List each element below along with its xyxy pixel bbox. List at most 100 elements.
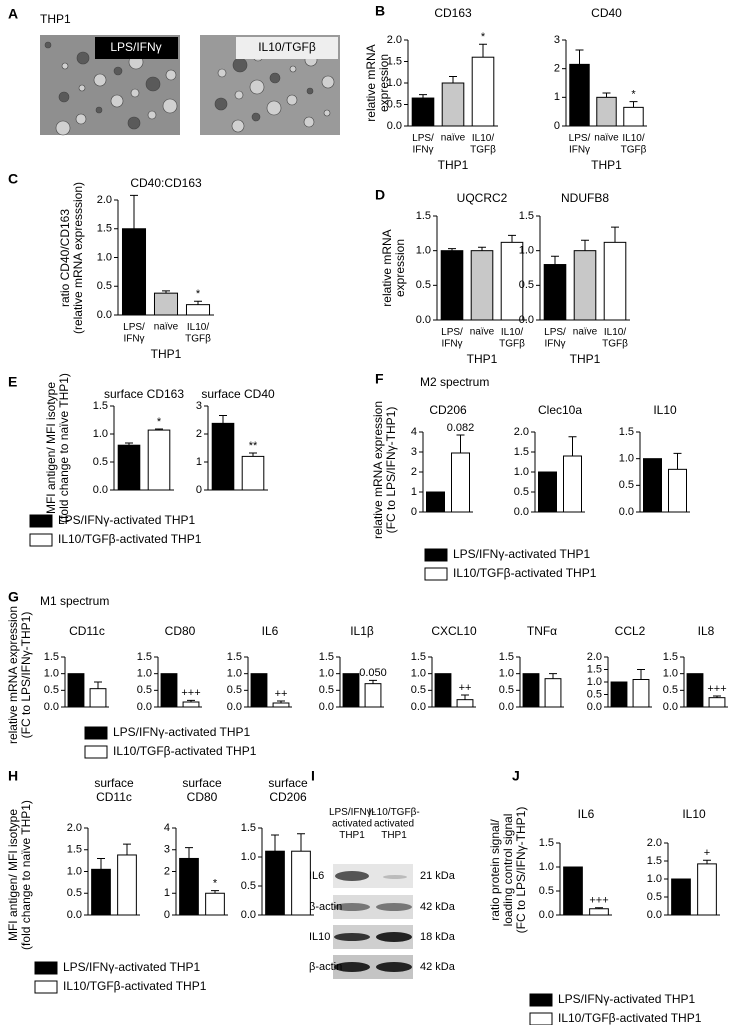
y-tick-label: 0.5 [319,684,334,696]
chart-title: IL10 [653,403,677,417]
y-axis-label: (FC to LPS/IFNγ-THP1) [19,612,33,739]
cell [110,94,124,108]
y-axis-label: MFI antigen/ MFI isotype [44,382,58,514]
y-tick-label: 0.5 [93,456,108,468]
cell [251,112,261,122]
x-tick-label: naïve [441,133,466,144]
legend-swatch [84,726,108,740]
chart-title: IL1β [350,624,374,638]
x-tick-label: naïve [154,322,179,333]
cell [231,119,245,133]
x-axis-label: THP1 [467,352,498,366]
y-tick-label: 1.5 [499,651,514,663]
y-tick-label: 0.0 [227,701,242,713]
error-bar [297,833,305,852]
bar [544,678,562,708]
y-tick-label: 0.0 [97,309,112,321]
y-axis-label: relative mRNA [380,229,394,306]
y-tick-label: 1.0 [93,428,108,440]
cell [130,88,140,98]
y-tick-label: 0.5 [241,880,256,892]
bar [573,250,597,321]
y-tick-label: 4 [411,426,417,438]
y-tick-label: 2.0 [67,822,82,834]
x-tick-label: LPS/IFNγ [441,327,463,350]
y-axis-label: (fold change to naïve THP1) [57,373,71,523]
y-tick-label: 1.0 [416,245,431,257]
legend-label: IL10/TGFβ-activated THP1 [558,1011,702,1025]
annotation: +++ [707,683,726,695]
cell [93,73,107,87]
band [334,903,370,911]
band [376,903,412,911]
x-tick-label: LPS/IFNγ [544,327,566,350]
cell [44,41,52,49]
y-tick-label: 1.5 [93,400,108,412]
y-tick-label: 1 [411,486,417,498]
cell [61,62,69,70]
blot-protein: IL6 [309,870,324,882]
error-bar [637,669,645,680]
chart-title: CD206 [429,403,467,417]
chart-title: surface CD40 [201,387,275,401]
bar [342,673,360,708]
y-tick-label: 1.5 [227,651,242,663]
cell [321,75,335,89]
error-bar [97,857,105,870]
error-bar [187,699,195,702]
error-bar [249,452,257,457]
y-axis-label: relative mRNA expression [6,606,20,744]
panel-label: E [8,374,17,390]
y-axis-label: loading control signal [501,814,515,927]
y-tick-label: 1.5 [97,223,112,235]
panel-label: A [8,6,18,22]
y-tick-label: 1.5 [137,651,152,663]
bar [569,63,590,127]
y-tick-label: 2 [554,63,560,75]
blot-size: 18 kDa [420,931,456,943]
bar [563,455,582,513]
error-bar [449,76,457,83]
blot-protein: IL10 [309,931,330,943]
y-axis-label: expression [393,239,407,297]
bar [456,699,474,708]
y-tick-label: 0.5 [416,279,431,291]
y-tick-label: 1.0 [514,466,529,478]
bar [603,241,627,321]
x-tick-label: LPS/IFNγ [569,133,591,156]
bar [364,683,382,708]
bar [121,228,147,316]
bar [241,455,265,491]
bar [272,702,290,708]
y-tick-label: 1.5 [519,210,534,222]
cell [147,110,157,120]
y-tick-label: 0 [196,484,202,496]
panel-label: H [8,768,18,784]
bar [623,106,644,127]
error-bar [713,695,721,698]
x-tick-label: IL10/TGFβ [185,322,211,345]
chart-title: UQCRC2 [457,191,508,205]
y-tick-label: 1.0 [387,77,402,89]
panel-a-title: THP1 [40,12,71,26]
blot-size: 42 kDa [420,961,456,973]
error-bar [673,452,682,470]
y-tick-label: 1.5 [411,651,426,663]
chart-title: Clec10a [538,403,582,417]
bar [147,429,171,491]
y-tick-label: 0.5 [67,887,82,899]
y-tick-label: 3 [554,34,560,46]
bar [91,868,111,916]
y-tick-label: 2.0 [587,651,602,663]
legend-label: LPS/IFNγ-activated THP1 [63,960,200,974]
bar [411,97,435,127]
bar [563,866,583,916]
panel-label: C [8,171,18,187]
chart-title: IL6 [578,807,595,821]
annotation: ++ [275,688,288,700]
x-axis-label: THP1 [570,352,601,366]
bar [205,892,225,916]
bar [211,422,235,491]
panel-label: I [311,768,315,784]
